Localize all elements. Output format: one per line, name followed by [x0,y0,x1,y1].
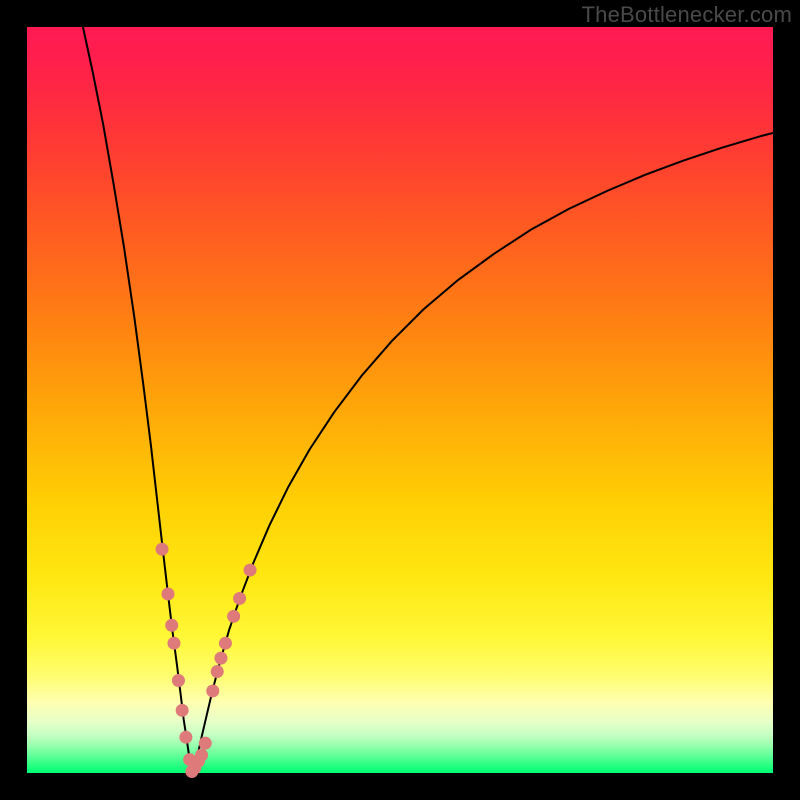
highlight-dot [214,652,227,665]
chart-stage: TheBottlenecker.com [0,0,800,800]
highlight-dot [165,619,178,632]
highlight-dot [167,637,180,650]
watermark-text: TheBottlenecker.com [582,2,792,28]
highlight-dot [227,610,240,623]
highlight-dot [233,592,246,605]
highlight-dot [199,737,212,750]
highlight-dot [219,637,232,650]
plot-area-gradient [27,27,773,773]
highlight-dot [156,543,169,556]
highlight-dot [161,587,174,600]
highlight-dot [176,704,189,717]
highlight-dot [206,684,219,697]
highlight-dot [244,564,257,577]
highlight-dot [179,731,192,744]
highlight-dot [195,749,208,762]
highlight-dot [172,674,185,687]
bottleneck-curve-chart [0,0,800,800]
highlight-dot [211,665,224,678]
